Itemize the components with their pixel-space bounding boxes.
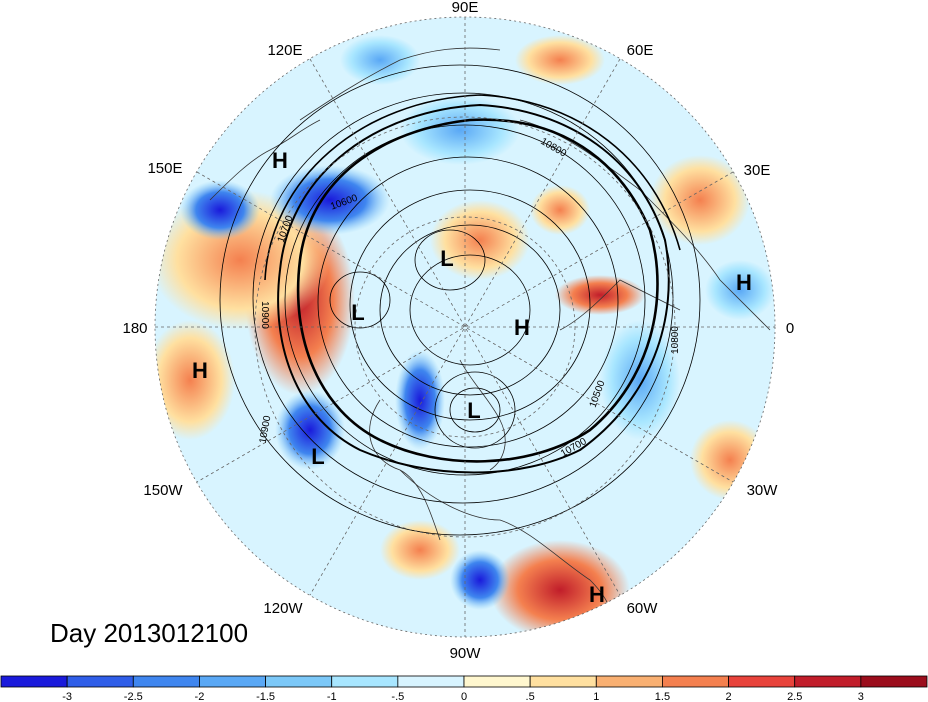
contour-label: 10800	[670, 326, 681, 354]
high-marker: H	[736, 270, 752, 295]
low-marker: L	[311, 444, 324, 469]
lon-label-30w: 30W	[747, 482, 779, 499]
colorbar-tick-label: .5	[526, 691, 535, 702]
anomaly-field	[155, 17, 775, 637]
lon-label-180: 180	[122, 320, 147, 337]
colorbar-box	[529, 675, 597, 688]
low-marker: L	[351, 300, 364, 325]
coastlines	[209, 47, 771, 637]
day-label: Day 2013012100	[50, 618, 249, 648]
lon-label-120e: 120E	[267, 42, 302, 59]
colorbar-tick-label: 1	[593, 691, 599, 702]
graticule	[154, 16, 776, 638]
colorbar-box	[595, 675, 663, 688]
low-marker: L	[467, 398, 480, 423]
lon-label-30e: 30E	[744, 162, 771, 179]
colorbar-tick-label: -1	[327, 691, 337, 702]
colorbar-box	[265, 675, 333, 688]
colorbar-box	[728, 675, 796, 688]
colorbar-box	[794, 675, 862, 688]
colorbar-boxes	[0, 675, 928, 688]
contour-label: 10900	[258, 414, 274, 444]
lon-label-150w: 150W	[143, 482, 183, 499]
colorbar-box	[0, 675, 68, 688]
colorbar-box	[132, 675, 200, 688]
high-marker: H	[192, 358, 208, 383]
lon-label-0: 0	[786, 320, 794, 337]
lon-label-60e: 60E	[627, 42, 654, 59]
lon-label-120w: 120W	[263, 600, 303, 617]
colorbar-box	[662, 675, 729, 688]
lon-label-150e: 150E	[147, 160, 182, 177]
colorbar-box	[860, 675, 928, 688]
colorbar-tick-label: 0	[461, 691, 467, 702]
colorbar-tick-label: 2	[726, 691, 732, 702]
lon-label-60w: 60W	[627, 600, 659, 617]
contour-label: 10900	[259, 301, 270, 329]
low-marker: L	[440, 246, 453, 271]
colorbar: -3 -2.5 -2 -1.5 -1 -.5 0 .5 1 1.5 2 2.5 3	[0, 675, 928, 702]
high-marker: H	[514, 315, 530, 340]
lon-label-90e: 90E	[452, 0, 479, 16]
pressure-centers: H H H H H L L L L	[192, 148, 752, 607]
colorbar-tick-label: -.5	[391, 691, 404, 702]
colorbar-box	[331, 675, 399, 688]
longitude-labels: 90E 60E 30E 0 30W 60W 90W 120W 150W 180 …	[122, 0, 794, 662]
lon-label-90w: 90W	[450, 645, 482, 662]
colorbar-tick-label: -3	[62, 691, 72, 702]
colorbar-tick-label: -2	[195, 691, 205, 702]
high-marker: H	[589, 582, 605, 607]
high-marker: H	[272, 148, 288, 173]
height-contours	[219, 64, 701, 536]
colorbar-tick-label: -1.5	[256, 691, 275, 702]
colorbar-tick-label: 1.5	[655, 691, 670, 702]
colorbar-ticks: -3 -2.5 -2 -1.5 -1 -.5 0 .5 1 1.5 2 2.5 3	[62, 691, 864, 702]
colorbar-tick-label: 2.5	[787, 691, 802, 702]
colorbar-box	[463, 675, 531, 688]
colorbar-tick-label: -2.5	[124, 691, 143, 702]
colorbar-box	[199, 675, 266, 688]
colorbar-box	[66, 675, 134, 688]
colorbar-tick-label: 3	[858, 691, 864, 702]
colorbar-box	[397, 675, 465, 688]
